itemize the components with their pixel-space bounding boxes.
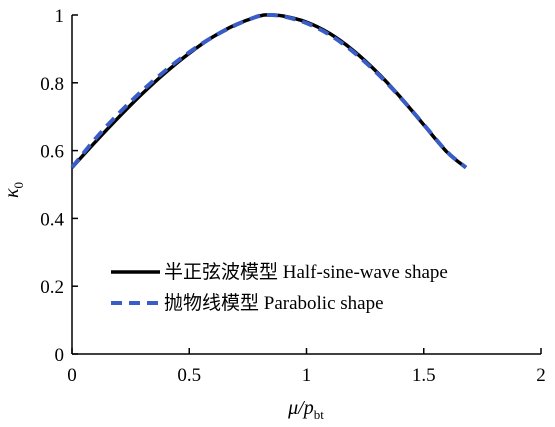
series-layer: [70, 12, 468, 170]
x-tick-label: 2: [536, 365, 546, 386]
legend-label-parabolic: 抛物线模型 Parabolic shape: [164, 292, 384, 314]
y-axis-label: κ0: [1, 182, 26, 198]
y-tick-label: 0.2: [40, 277, 64, 298]
y-tick-label: 0.8: [40, 74, 64, 95]
x-axis-label: μ/pbt: [287, 397, 324, 422]
y-tick-label: 0: [55, 345, 65, 366]
y-axis-label-sub: 0: [11, 182, 26, 189]
y-tick-label: 0.4: [40, 209, 64, 230]
y-tick-label: 0.6: [40, 142, 64, 163]
legend-entry-half-sine: 半正弦波模型 Half-sine-wave shape: [111, 261, 448, 283]
x-ticks: 0 0.5 1 1.5 2: [67, 348, 546, 386]
x-tick-label: 0: [67, 365, 77, 386]
legend: 半正弦波模型 Half-sine-wave shape 抛物线模型 Parabo…: [111, 261, 448, 314]
x-axis-label-main: μ/p: [287, 397, 314, 419]
x-tick-label: 0.5: [177, 365, 201, 386]
y-axis-label-group: κ0: [1, 182, 26, 198]
legend-entry-parabolic: 抛物线模型 Parabolic shape: [111, 292, 384, 314]
y-tick-label: 1: [55, 6, 65, 27]
x-axis-label-sub: bt: [314, 407, 325, 422]
series-line-parabolic: [70, 12, 468, 170]
y-ticks: 0 0.2 0.4 0.6 0.8 1: [40, 6, 78, 366]
x-tick-label: 1: [302, 365, 312, 386]
legend-label-half-sine: 半正弦波模型 Half-sine-wave shape: [164, 261, 448, 283]
y-axis-label-main: κ: [1, 188, 23, 198]
x-tick-label: 1.5: [412, 365, 436, 386]
series-line-half-sine: [70, 13, 468, 169]
